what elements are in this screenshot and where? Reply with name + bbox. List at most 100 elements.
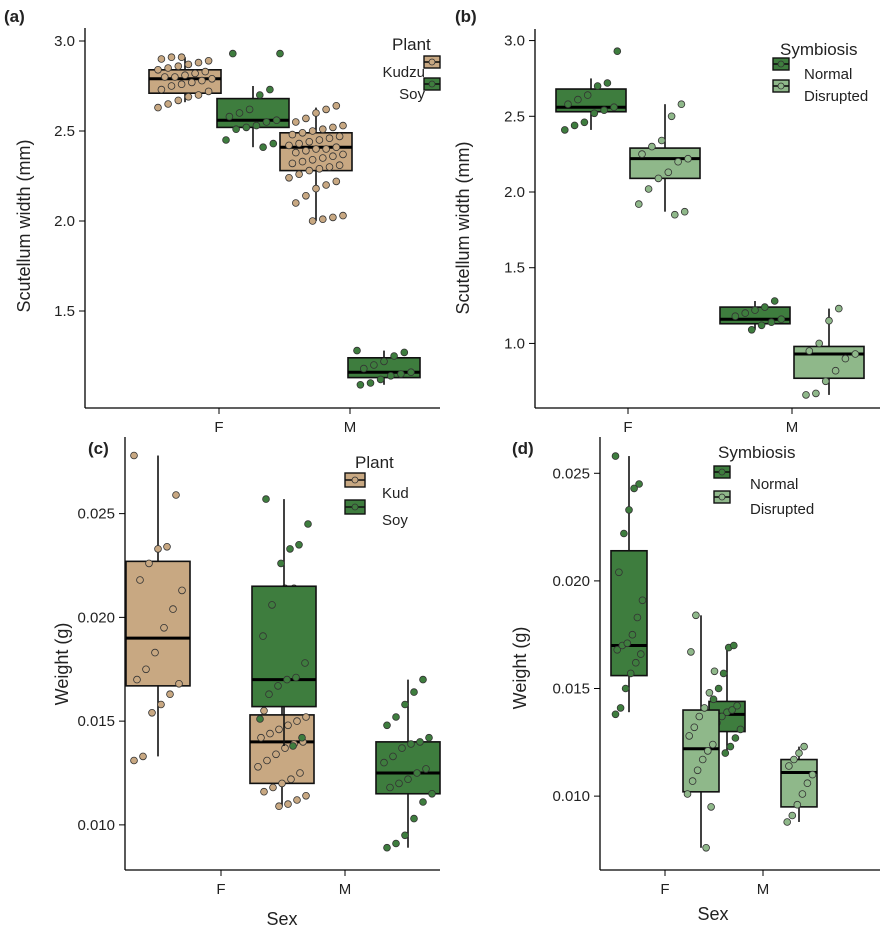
data-point [339,150,347,159]
data-point [851,350,860,358]
data-point [315,165,324,173]
box-iqr [682,709,720,793]
data-point [325,134,334,143]
data-point [184,60,193,69]
data-point [692,611,700,620]
data-point [257,733,265,742]
data-point [690,723,699,732]
data-point [169,605,177,613]
data-point [242,123,251,132]
data-point [292,673,300,682]
panel-tag-b: (b) [455,7,477,26]
data-point [235,109,244,117]
data-point [302,114,310,123]
data-point [175,679,183,688]
data-point [164,100,172,108]
panel-d-legend-label-disrupted: Disrupted [750,501,814,518]
data-point [229,49,237,58]
data-point [688,777,697,785]
data-point [564,100,572,108]
data-point [272,116,281,124]
data-point [680,207,689,216]
data-point [174,96,183,105]
data-point [603,79,612,87]
data-point [795,749,803,757]
panel-a-legend-title: Plant [392,35,431,54]
panel-a: (a) 1.52.02.53.0F M Scutellum width (mm) … [4,7,441,436]
data-point [329,152,337,161]
data-point [322,105,330,114]
data-point [133,675,141,684]
data-point [266,85,274,94]
data-point [177,53,186,61]
panel-a-x-tick-label: F [214,419,223,436]
data-point [710,667,719,676]
data-point [805,347,814,355]
data-point [419,798,427,806]
data-point [654,174,663,183]
data-point [269,139,278,148]
data-point [302,192,310,200]
data-point [667,112,676,121]
panel-d-legend-label-normal: Normal [750,476,798,493]
panel-b: (b) 1.0 1.5 2.0 2.5 3.0 F M Scutellum width (m… [453,7,880,436]
panel-c-x-tick-label: F [216,881,225,898]
panel-d-legend-key-point [718,493,726,501]
data-point [635,480,643,488]
data-point [266,729,274,738]
data-point [332,177,341,186]
panel-c-legend-label-kud: Kud [382,485,409,502]
data-point [574,95,582,104]
data-point [741,309,749,317]
data-point [728,706,736,714]
data-point [260,787,268,796]
data-point [419,675,427,684]
panel-d-y-tick-label: 0.020 [552,573,590,590]
data-point [677,100,686,108]
panel-a-legend-key-point [428,80,436,88]
data-point [389,752,397,761]
data-point [803,779,812,787]
data-point [254,762,262,771]
panel-b-x-tick-label: M [786,419,799,436]
data-point [611,710,620,719]
data-point [139,752,147,761]
data-point [736,725,745,734]
data-point [613,47,622,55]
data-point [707,803,715,811]
data-point [395,779,403,788]
panel-b-y-tick-label: 2.5 [504,108,525,125]
data-point [590,109,599,118]
data-point [285,141,293,150]
data-point [623,639,632,648]
data-point [620,529,628,538]
data-point [785,762,793,770]
data-point [401,831,409,840]
panel-c-y-tick-label: 0.010 [77,817,115,834]
data-point [288,130,297,139]
data-point [308,217,317,225]
data-point [157,700,165,709]
panel-a-y-axis-title: Scutellum width (mm) [14,139,34,312]
data-point [570,121,579,130]
panel-c-legend-label-soy: Soy [382,512,408,529]
data-point [808,770,817,779]
data-point [312,109,320,117]
data-point [293,796,301,804]
data-point [401,700,409,709]
panel-d-x-tick-label: M [757,881,770,898]
data-point [184,93,193,101]
data-point [410,814,418,823]
box-iqr [125,560,191,687]
data-point [702,843,710,852]
data-point [376,375,385,384]
data-point [670,210,679,219]
panel-c-legend-key-point [351,503,359,511]
panel-a-x-tick-label: M [344,419,357,436]
panel-b-legend-title: Symbiosis [780,40,857,59]
data-point [263,756,271,765]
data-point [293,717,301,725]
data-point [268,601,276,609]
data-point [302,147,310,155]
data-point [398,744,406,752]
